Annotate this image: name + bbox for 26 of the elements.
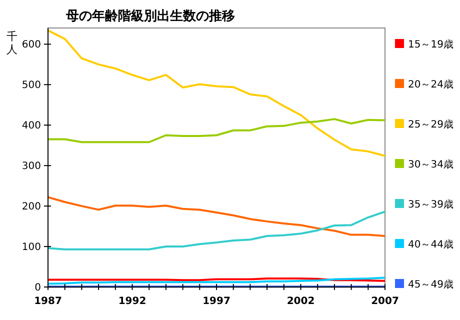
line-series <box>47 196 386 238</box>
legend-label: 45～49歳 <box>408 278 454 290</box>
legend-label: 35～39歳 <box>408 198 454 210</box>
y-axis-title: 千人 <box>6 30 18 56</box>
x-tick-label: 1987 <box>34 296 62 307</box>
line-series <box>47 276 386 285</box>
y-tick-label: 100 <box>22 242 41 254</box>
y-tick-label: 200 <box>22 202 41 213</box>
legend-label: 15～19歳 <box>408 38 454 50</box>
legend-label: 30～34歳 <box>408 158 454 170</box>
x-tick-label: 1992 <box>118 296 146 307</box>
y-tick-label: 600 <box>22 40 41 51</box>
legend-label: 40～44歳 <box>408 238 454 250</box>
x-tick-label: 2002 <box>286 296 315 307</box>
chart-title: 母の年齢階級別出生数の推移 <box>65 9 235 24</box>
line-series <box>47 210 386 250</box>
legend-label: 25～29歳 <box>408 118 454 130</box>
y-tick-label: 400 <box>22 120 41 132</box>
y-tick-label: 0 <box>34 282 41 294</box>
x-tick-label: 2007 <box>371 296 399 307</box>
line-series <box>47 29 386 157</box>
y-tick-label: 300 <box>22 161 41 172</box>
y-tick-label: 500 <box>22 80 41 92</box>
line-series <box>47 118 386 144</box>
x-tick-label: 1997 <box>202 296 230 307</box>
legend-label: 20～24歳 <box>408 78 454 90</box>
